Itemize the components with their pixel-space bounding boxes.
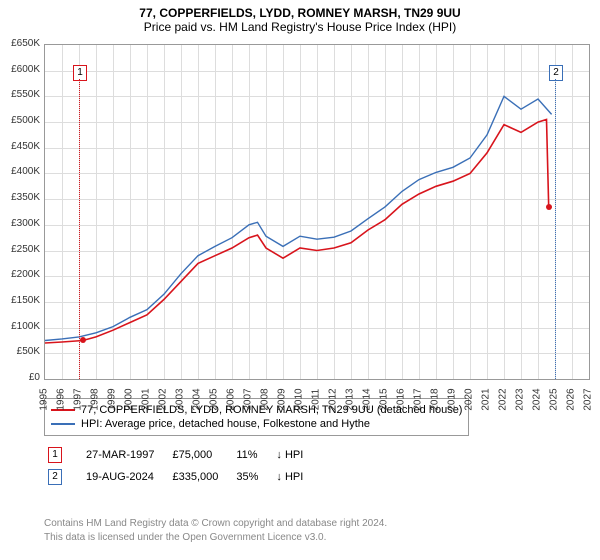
callout-1: 1	[73, 65, 87, 81]
callout-2: 2	[549, 65, 563, 81]
y-axis-label: £150K	[2, 295, 40, 306]
x-axis-label: 1999	[107, 383, 118, 417]
y-axis-label: £0	[2, 372, 40, 383]
x-axis-label: 1998	[90, 383, 101, 417]
x-axis-label: 2001	[141, 383, 152, 417]
x-axis-label: 2010	[294, 383, 305, 417]
series-lines	[45, 45, 589, 379]
x-axis-label: 2021	[481, 383, 492, 417]
x-axis-label: 2014	[362, 383, 373, 417]
y-axis-label: £650K	[2, 38, 40, 49]
x-axis-label: 2005	[209, 383, 220, 417]
x-axis-label: 2007	[243, 383, 254, 417]
x-axis-label: 2025	[549, 383, 560, 417]
x-axis-label: 2027	[583, 383, 594, 417]
transaction-row: 127-MAR-1997£75,00011%↓ HPI	[44, 444, 317, 466]
x-axis-label: 2013	[345, 383, 356, 417]
x-axis-label: 2020	[464, 383, 475, 417]
x-axis-label: 2024	[532, 383, 543, 417]
x-axis-label: 2009	[277, 383, 288, 417]
x-axis-label: 2002	[158, 383, 169, 417]
data-point-table: 127-MAR-1997£75,00011%↓ HPI219-AUG-2024£…	[44, 444, 317, 488]
y-axis-label: £400K	[2, 166, 40, 177]
footer-line-2: This data is licensed under the Open Gov…	[44, 532, 326, 543]
x-axis-label: 2004	[192, 383, 203, 417]
x-axis-label: 2003	[175, 383, 186, 417]
x-axis-label: 2011	[311, 383, 322, 417]
x-axis-label: 2017	[413, 383, 424, 417]
x-axis-label: 2016	[396, 383, 407, 417]
x-axis-label: 1996	[56, 383, 67, 417]
x-axis-label: 2012	[328, 383, 339, 417]
x-axis-label: 2000	[124, 383, 135, 417]
x-axis-label: 2026	[566, 383, 577, 417]
chart-title: 77, COPPERFIELDS, LYDD, ROMNEY MARSH, TN…	[0, 0, 600, 20]
x-axis-label: 2022	[498, 383, 509, 417]
price-marker	[546, 204, 552, 210]
y-axis-label: £550K	[2, 89, 40, 100]
transaction-row: 219-AUG-2024£335,00035%↓ HPI	[44, 466, 317, 488]
y-axis-label: £300K	[2, 218, 40, 229]
x-axis-label: 1997	[73, 383, 84, 417]
footer-line-1: Contains HM Land Registry data © Crown c…	[44, 518, 387, 529]
x-axis-label: 2015	[379, 383, 390, 417]
x-axis-label: 2019	[447, 383, 458, 417]
chart-subtitle: Price paid vs. HM Land Registry's House …	[0, 20, 600, 38]
price-marker	[80, 337, 86, 343]
y-axis-label: £350K	[2, 192, 40, 203]
x-axis-label: 2006	[226, 383, 237, 417]
x-axis-label: 2023	[515, 383, 526, 417]
y-axis-label: £250K	[2, 244, 40, 255]
x-axis-label: 2008	[260, 383, 271, 417]
y-axis-label: £100K	[2, 321, 40, 332]
x-axis-label: 2018	[430, 383, 441, 417]
y-axis-label: £50K	[2, 346, 40, 357]
legend-item: HPI: Average price, detached house, Folk…	[51, 417, 462, 431]
x-axis-label: 1995	[39, 383, 50, 417]
y-axis-label: £200K	[2, 269, 40, 280]
plot-area: 12	[44, 44, 590, 380]
y-axis-label: £600K	[2, 64, 40, 75]
y-axis-label: £450K	[2, 141, 40, 152]
y-axis-label: £500K	[2, 115, 40, 126]
